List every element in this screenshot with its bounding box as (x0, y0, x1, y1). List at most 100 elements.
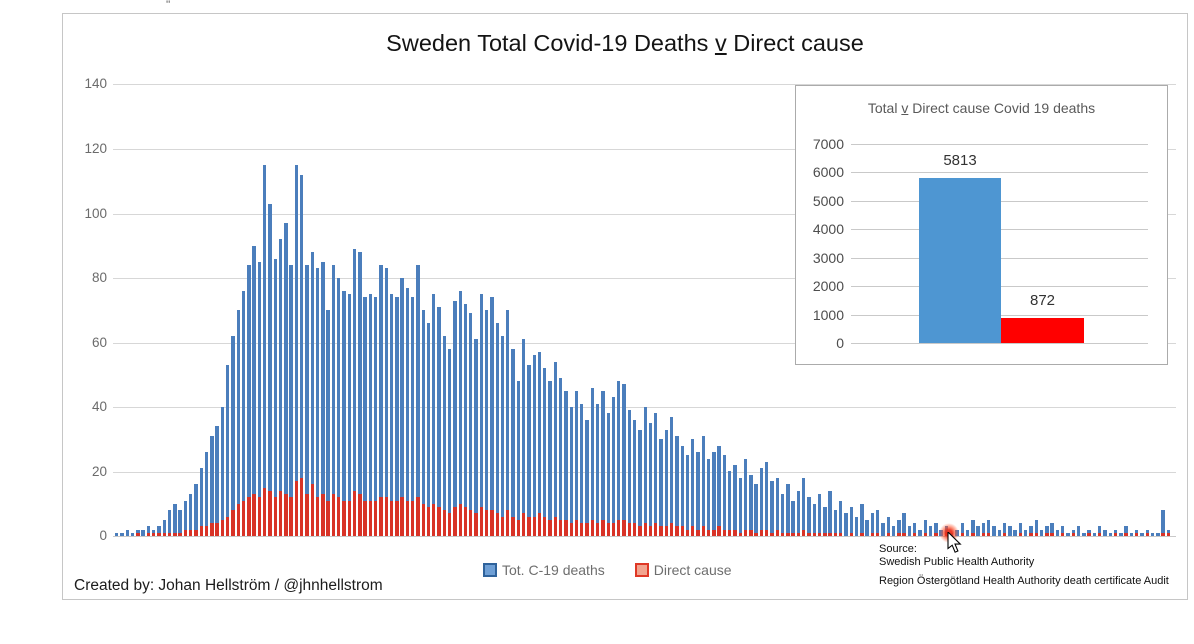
bar-total-deaths (453, 300, 457, 536)
bar-total-deaths (1140, 532, 1144, 536)
bar-total-deaths (680, 445, 684, 536)
bar-direct-cause (564, 519, 568, 536)
bar-direct-cause (220, 519, 225, 536)
bar-total-deaths (854, 516, 859, 536)
bar-direct-cause (532, 516, 536, 536)
bar-direct-cause (194, 529, 198, 536)
legend-item-total: Tot. C-19 deaths (483, 562, 605, 578)
source-label: Source: (879, 543, 917, 555)
bar-direct-cause (1166, 532, 1171, 536)
bar-total-deaths (669, 416, 674, 536)
bar-direct-cause (178, 532, 182, 536)
bar-direct-cause (775, 529, 780, 536)
bar-direct-cause (173, 532, 177, 536)
bar-direct-cause (675, 526, 679, 536)
bar-direct-cause (395, 500, 399, 536)
bar-direct-cause (373, 500, 378, 536)
bar-direct-cause (437, 506, 441, 536)
bar-direct-cause (759, 529, 764, 536)
bar-total-deaths (802, 477, 806, 536)
inset-y-axis-tick: 6000 (812, 164, 844, 181)
bar-total-deaths (1161, 510, 1165, 536)
bar-total-deaths (130, 532, 135, 536)
bar-total-deaths (305, 265, 309, 536)
bar-total-deaths (268, 203, 272, 536)
bar-direct-cause (162, 532, 166, 536)
bar-total-deaths (352, 248, 357, 536)
bar-direct-cause (1029, 532, 1033, 536)
bar-total-deaths (759, 468, 764, 536)
bar-direct-cause (817, 532, 822, 536)
bar-direct-cause (622, 519, 626, 536)
bar-direct-cause (595, 523, 600, 536)
bar-direct-cause (828, 532, 832, 536)
bar-total-deaths (923, 519, 927, 536)
bar-total-deaths (638, 429, 642, 536)
bar-total-deaths (659, 439, 663, 536)
bar-direct-cause (823, 532, 827, 536)
bar-direct-cause (839, 532, 843, 536)
bar-total-deaths (749, 474, 753, 536)
legend-label-total: Tot. C-19 deaths (502, 562, 605, 578)
bar-direct-cause (1135, 532, 1139, 536)
bar-direct-cause (363, 500, 367, 536)
bar-direct-cause (685, 529, 690, 536)
bar-total-deaths (595, 403, 600, 536)
bar-direct-cause (902, 532, 906, 536)
bar-total-deaths (812, 503, 816, 536)
bar-direct-cause (167, 532, 172, 536)
cropped-text-artifact: '' (166, 0, 171, 11)
gridline (113, 148, 1176, 150)
bar-total-deaths (574, 390, 579, 536)
bar-total-deaths (881, 523, 885, 536)
bar-total-deaths (1039, 529, 1044, 536)
bar-total-deaths (765, 461, 769, 536)
bar-total-deaths (474, 339, 478, 536)
inset-gridline (851, 172, 1148, 174)
bar-direct-cause (632, 523, 637, 536)
bar-total-deaths (928, 526, 933, 536)
bar-direct-cause (432, 503, 436, 536)
bar-total-deaths (1024, 529, 1028, 536)
bar-total-deaths (241, 290, 246, 536)
bar-total-deaths (500, 336, 505, 536)
bar-total-deaths (527, 365, 531, 536)
bar-direct-cause (1124, 532, 1128, 536)
bar-direct-cause (405, 500, 410, 536)
bar-total-deaths (1129, 532, 1134, 536)
inset-bar-total (919, 177, 1001, 343)
bar-direct-cause (1050, 532, 1054, 536)
bar-direct-cause (712, 529, 716, 536)
bar-direct-cause (1018, 532, 1023, 536)
y-axis-tick: 80 (91, 270, 107, 285)
bar-direct-cause (580, 523, 584, 536)
bar-direct-cause (876, 532, 880, 536)
bar-direct-cause (558, 519, 563, 536)
bar-direct-cause (410, 500, 415, 536)
y-axis-tick: 40 (91, 399, 107, 414)
bar-total-deaths (537, 352, 542, 536)
bar-total-deaths (146, 526, 151, 536)
bar-total-deaths (643, 406, 647, 536)
bar-direct-cause (384, 497, 388, 536)
bar-direct-cause (812, 532, 816, 536)
bar-total-deaths (1034, 519, 1038, 536)
bar-total-deaths (543, 368, 547, 536)
bar-direct-cause (960, 532, 964, 536)
inset-y-axis-tick: 5000 (812, 192, 844, 209)
bar-total-deaths (976, 526, 980, 536)
bar-direct-cause (289, 497, 293, 536)
bar-total-deaths (728, 471, 732, 536)
bar-direct-cause (188, 529, 193, 536)
bar-total-deaths (342, 290, 346, 536)
bar-total-deaths (934, 523, 938, 536)
y-axis-tick: 140 (84, 76, 107, 92)
bar-direct-cause (453, 506, 457, 536)
bar-total-deaths (558, 377, 563, 536)
legend-item-direct: Direct cause (634, 562, 732, 578)
bar-direct-cause (1087, 532, 1091, 536)
bar-direct-cause (146, 532, 151, 536)
bar-direct-cause (511, 516, 515, 536)
bar-direct-cause (331, 494, 336, 536)
bar-direct-cause (643, 523, 647, 536)
